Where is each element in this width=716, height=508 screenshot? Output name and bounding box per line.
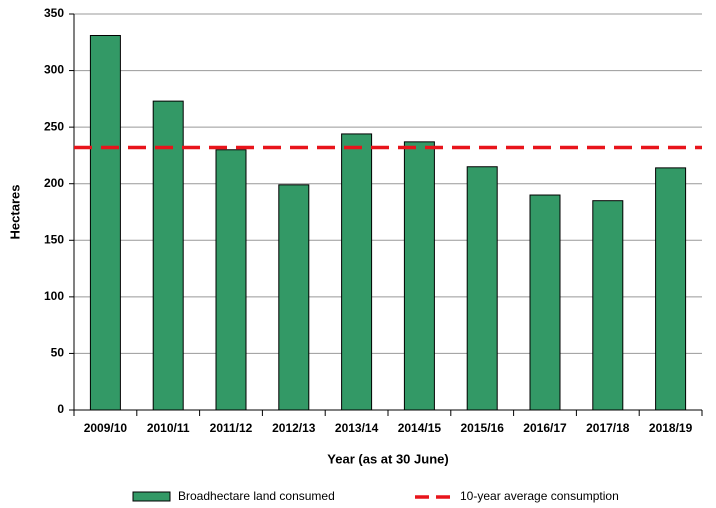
y-tick-label: 300: [44, 63, 64, 77]
x-tick-label: 2015/16: [461, 421, 505, 435]
x-tick-label: 2010/11: [147, 421, 190, 435]
bar: [529, 194, 561, 411]
x-tick-label: 2009/10: [84, 421, 128, 435]
y-tick-label: 250: [44, 119, 64, 133]
x-tick-label: 2012/13: [272, 421, 316, 435]
legend-label: Broadhectare land consumed: [178, 489, 335, 503]
bar: [403, 141, 435, 411]
bar: [89, 34, 121, 411]
legend-swatch: [132, 491, 171, 502]
x-tick-label: 2018/19: [649, 421, 693, 435]
bar: [592, 200, 624, 411]
y-tick-label: 100: [44, 289, 64, 303]
legend-label: 10-year average consumption: [460, 489, 619, 503]
y-tick-label: 50: [51, 346, 65, 360]
bar: [278, 184, 310, 411]
bar: [152, 100, 184, 411]
y-tick-label: 150: [44, 232, 64, 246]
bar: [655, 167, 687, 411]
x-tick-label: 2017/18: [586, 421, 630, 435]
y-tick-label: 0: [57, 402, 64, 416]
x-tick-label: 2013/14: [335, 421, 379, 435]
x-tick-label: 2014/15: [398, 421, 442, 435]
x-axis-title: Year (as at 30 June): [327, 451, 448, 466]
y-tick-label: 350: [44, 6, 64, 20]
bar: [215, 149, 247, 411]
y-tick-label: 200: [44, 176, 64, 190]
x-tick-label: 2016/17: [523, 421, 567, 435]
bar: [466, 166, 498, 411]
bar: [341, 133, 373, 411]
x-tick-label: 2011/12: [210, 421, 253, 435]
y-axis-title: Hectares: [7, 185, 22, 240]
